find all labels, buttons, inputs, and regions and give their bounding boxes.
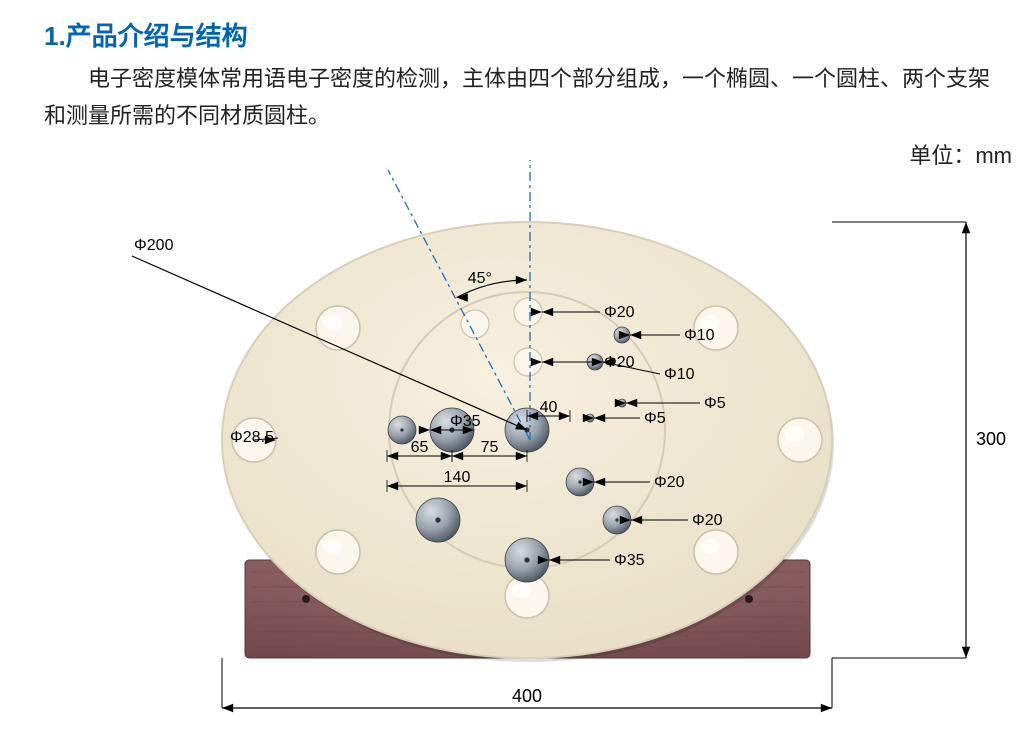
svg-text:Φ10: Φ10	[664, 366, 695, 383]
diagram-svg: 45° Φ200 75 65 140 40 Φ28.5 Φ20 Φ20 Φ10 Φ10 Φ5 Φ5 Φ20…	[0, 160, 1036, 732]
svg-text:65: 65	[411, 439, 429, 456]
section-body-text: 电子密度模体常用语电子密度的检测，主体由四个部分组成，一个椭圆、一个圆柱、两个支…	[44, 60, 1006, 135]
svg-text:40: 40	[540, 399, 558, 416]
svg-text:Φ28.5: Φ28.5	[230, 429, 274, 446]
svg-text:400: 400	[512, 686, 542, 706]
body-text-content: 电子密度模体常用语电子密度的检测，主体由四个部分组成，一个椭圆、一个圆柱、两个支…	[44, 66, 990, 128]
svg-text:140: 140	[444, 469, 471, 486]
svg-text:Φ20: Φ20	[604, 304, 635, 321]
section-heading: 1.产品介绍与结构	[44, 16, 248, 53]
svg-text:45°: 45°	[468, 270, 492, 287]
svg-text:Φ10: Φ10	[684, 327, 715, 344]
svg-text:Φ35: Φ35	[614, 552, 645, 569]
svg-text:Φ5: Φ5	[704, 395, 726, 412]
svg-text:Φ5: Φ5	[644, 410, 666, 427]
svg-text:300: 300	[976, 429, 1006, 449]
technical-diagram: 45° Φ200 75 65 140 40 Φ28.5 Φ20 Φ20 Φ10 Φ10 Φ5 Φ5 Φ20…	[0, 160, 1036, 732]
heading-text: 1.产品介绍与结构	[44, 21, 248, 51]
svg-text:Φ20: Φ20	[692, 512, 723, 529]
svg-text:Φ20: Φ20	[654, 474, 685, 491]
svg-text:75: 75	[481, 439, 499, 456]
svg-text:Φ200: Φ200	[134, 237, 174, 254]
